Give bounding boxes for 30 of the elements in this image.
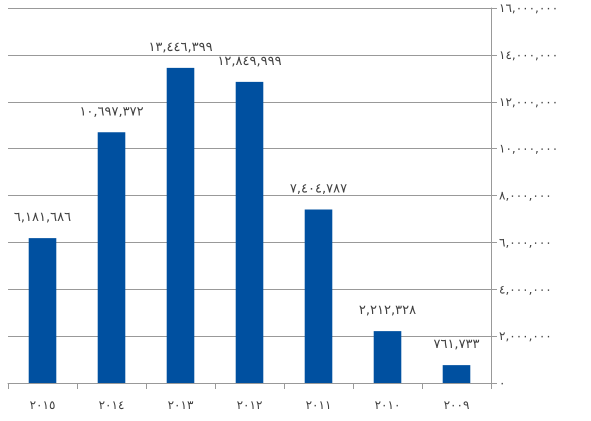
data-label: ١٣,٤٤٦,٣٩٩ <box>148 40 213 55</box>
bar <box>442 365 470 383</box>
x-tick-label: ٢٠١٣ <box>168 398 194 412</box>
y-tick-label: ٠ <box>499 376 506 390</box>
x-tick-label: ٢٠١٠ <box>374 398 400 412</box>
bar <box>28 238 56 383</box>
y-tick-label: ١٤,٠٠٠,٠٠٠ <box>499 48 558 62</box>
x-tick-label: ٢٠١٢ <box>236 398 262 412</box>
bar <box>98 132 126 383</box>
y-tick-label: ١٢,٠٠٠,٠٠٠ <box>499 94 558 109</box>
x-tick-label: ٢٠١٥ <box>30 398 56 412</box>
y-tick-label: ١٠,٠٠٠,٠٠٠ <box>499 142 558 156</box>
data-label: ٧٦١,٧٣٣ <box>433 337 480 352</box>
y-tick-label: ٤,٠٠٠,٠٠٠ <box>499 282 552 296</box>
x-tick-label: ٢٠١١ <box>306 398 332 412</box>
data-label: ٦,١٨١,٦٨٦ <box>14 210 72 226</box>
bar <box>304 209 332 383</box>
x-tick-label: ٢٠١٤ <box>98 398 124 412</box>
y-tick-label: ٢,٠٠٠,٠٠٠ <box>499 329 552 344</box>
y-tick-label: ٨,٠٠٠,٠٠٠ <box>499 188 552 202</box>
x-tick-label: ٢٠٠٩ <box>444 398 470 412</box>
y-tick-label: ٦,٠٠٠,٠٠٠ <box>499 235 552 250</box>
data-label: ١٢,٨٤٩,٩٩٩ <box>217 54 282 69</box>
data-label: ٢,٢١٢,٣٢٨ <box>358 303 416 318</box>
bar <box>166 68 194 383</box>
data-label: ٧,٤٠٤,٧٨٧ <box>290 181 348 196</box>
data-label: ١٠,٦٩٧,٣٧٢ <box>79 104 144 120</box>
y-tick-label: ١٦,٠٠٠,٠٠٠ <box>499 1 558 15</box>
bar <box>236 82 264 383</box>
bar <box>374 331 402 383</box>
